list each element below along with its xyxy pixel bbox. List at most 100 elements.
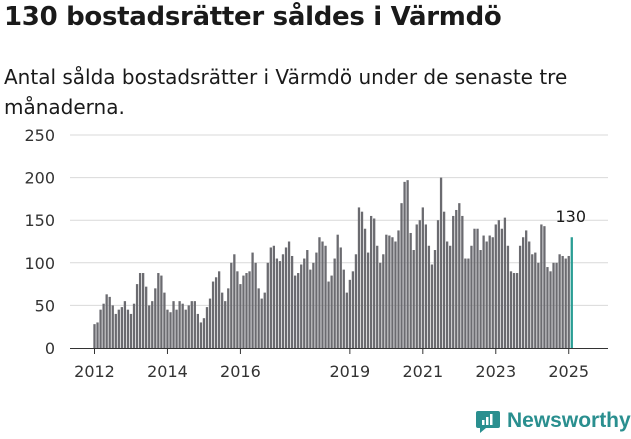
data-bar — [342, 269, 345, 348]
data-bar — [199, 322, 203, 348]
data-bar — [272, 245, 276, 348]
data-bar — [537, 262, 540, 348]
data-bar — [160, 275, 163, 348]
data-bar — [561, 255, 564, 348]
data-bar — [330, 275, 333, 348]
x-tick-label: 2025 — [548, 362, 589, 381]
data-bar — [187, 305, 190, 348]
data-bar — [132, 303, 136, 348]
data-bar — [114, 313, 117, 348]
data-bar — [263, 292, 266, 348]
data-bar — [470, 245, 473, 348]
data-bar — [564, 258, 567, 348]
data-bar — [239, 284, 242, 348]
data-bar — [534, 252, 537, 348]
data-bar — [515, 273, 519, 348]
data-bar — [257, 288, 260, 348]
data-bar — [309, 269, 312, 348]
data-bar — [500, 228, 504, 348]
data-bar — [111, 305, 114, 348]
data-bar — [549, 271, 552, 348]
data-bar — [105, 294, 108, 348]
data-bar — [135, 284, 139, 348]
data-bar — [449, 245, 452, 348]
data-bar — [382, 254, 385, 348]
data-bar — [260, 298, 263, 348]
data-bar — [275, 258, 279, 348]
data-bar — [108, 296, 111, 348]
brand-name: Newsworthy — [507, 409, 631, 432]
data-bar — [546, 267, 549, 348]
data-bar — [290, 255, 294, 348]
data-bar — [224, 301, 227, 348]
data-bar — [418, 220, 421, 348]
data-bar — [169, 312, 172, 348]
data-bar — [245, 273, 248, 348]
data-bar — [476, 228, 479, 348]
data-bar — [217, 271, 221, 348]
data-bar — [452, 215, 455, 348]
y-tick-label: 50 — [35, 296, 55, 315]
data-bar — [543, 226, 546, 348]
highlight-data-label: 130 — [556, 207, 587, 226]
data-bar — [351, 271, 355, 348]
data-bar — [306, 250, 309, 348]
data-bar — [221, 292, 224, 348]
bar-chart: 0 50 100 150 200 250 2012 2014 2016 2019 2021 2023 2… — [24, 126, 608, 381]
data-bar — [363, 228, 367, 348]
data-bar — [373, 218, 376, 348]
data-bar — [406, 180, 409, 348]
data-bar — [190, 301, 193, 348]
data-bar — [430, 264, 434, 348]
data-bar — [433, 250, 437, 348]
data-bar — [455, 209, 458, 348]
data-bar — [293, 275, 297, 348]
data-bar — [157, 273, 160, 348]
data-bar — [415, 224, 418, 348]
data-bar — [512, 273, 516, 348]
data-bar — [333, 258, 336, 348]
data-bar — [300, 264, 303, 348]
data-bar — [509, 271, 513, 348]
data-bar — [166, 309, 169, 348]
data-bar — [242, 275, 245, 348]
data-bar — [318, 237, 321, 348]
data-bar — [506, 245, 510, 348]
data-bar — [248, 271, 251, 348]
brand[interactable]: Newsworthy — [475, 405, 631, 437]
data-bar — [321, 241, 324, 348]
data-bar — [442, 211, 446, 348]
data-bar — [230, 262, 233, 348]
data-bar — [126, 309, 130, 348]
data-bar — [525, 230, 528, 348]
data-bar — [269, 247, 272, 348]
chart-subtitle: Antal sålda bostadsrätter i Värmdö under… — [4, 65, 568, 119]
data-bar — [369, 215, 373, 348]
data-bar — [163, 292, 166, 348]
data-bar — [208, 298, 212, 348]
data-bar — [421, 207, 424, 348]
data-bar — [491, 237, 494, 348]
data-bar — [181, 303, 184, 348]
data-bar — [196, 313, 200, 348]
data-bar — [297, 273, 300, 348]
data-bar — [99, 309, 102, 348]
data-bar — [148, 305, 151, 348]
data-bar — [236, 271, 239, 348]
data-bar — [348, 279, 352, 348]
data-bar — [485, 241, 488, 348]
data-bar — [93, 324, 96, 348]
y-tick-label: 100 — [24, 254, 55, 273]
data-bar — [567, 255, 570, 348]
data-bar — [339, 247, 342, 348]
data-bar — [117, 309, 120, 348]
data-bar — [488, 235, 491, 348]
data-bar — [251, 252, 254, 348]
data-bar — [141, 273, 145, 348]
data-bar — [175, 309, 178, 348]
data-bar — [138, 273, 142, 348]
data-bar — [312, 262, 315, 348]
data-bar — [205, 307, 209, 348]
data-bar — [154, 288, 157, 348]
data-bar — [558, 254, 561, 348]
